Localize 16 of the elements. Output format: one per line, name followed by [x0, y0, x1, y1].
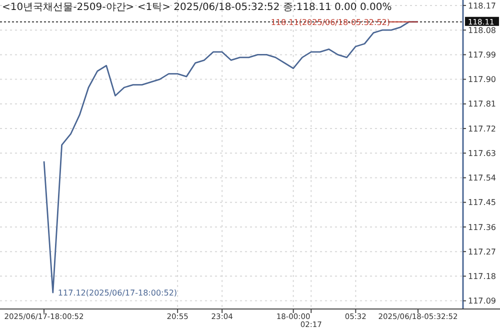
y-tick-label: 117.90: [468, 75, 496, 84]
y-tick-label: 117.36: [468, 222, 496, 232]
y-tick-label: 117.54: [468, 174, 496, 183]
y-tick-label: 117.09: [468, 296, 496, 306]
y-tick-label: 118.17: [468, 1, 496, 10]
annotation: 118.11(2025/06/18-05:32:52): [270, 18, 390, 27]
y-tick-label: 117.72: [468, 124, 496, 134]
y-tick-label: 118.08: [468, 26, 496, 35]
y-tick-label: 117.18: [468, 272, 496, 281]
chart-title: <10년국채선물-2509-야간> <1틱> 2025/06/18-05:32:52 종:118.11 0.00 0.00%: [2, 2, 392, 13]
y-tick-label: 117.99: [468, 50, 496, 60]
y-tick-label: 117.63: [468, 148, 496, 158]
y-tick-label: 117.81: [468, 100, 496, 109]
y-tick-label: 117.27: [468, 247, 496, 256]
annotation: 117.12(2025/06/17-18:00:52): [58, 288, 178, 298]
y-tick-label: 117.45: [468, 198, 496, 208]
